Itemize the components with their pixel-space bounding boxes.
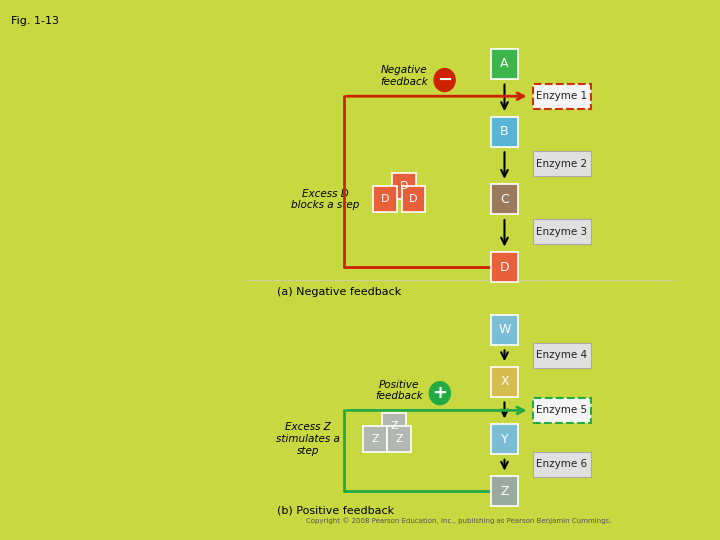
FancyBboxPatch shape bbox=[392, 173, 416, 199]
FancyBboxPatch shape bbox=[533, 151, 591, 177]
FancyBboxPatch shape bbox=[490, 476, 518, 507]
Text: Negative
feedback: Negative feedback bbox=[380, 65, 428, 87]
Text: Enzyme 5: Enzyme 5 bbox=[536, 406, 588, 415]
Text: Enzyme 1: Enzyme 1 bbox=[536, 91, 588, 101]
Text: D: D bbox=[500, 261, 509, 274]
Text: C: C bbox=[500, 193, 509, 206]
Text: Enzyme 6: Enzyme 6 bbox=[536, 459, 588, 469]
Text: Excess D
blocks a step: Excess D blocks a step bbox=[291, 188, 359, 210]
FancyBboxPatch shape bbox=[490, 117, 518, 147]
Text: Copyright © 2008 Pearson Education, Inc., publishing as Pearson Benjamin Cumming: Copyright © 2008 Pearson Education, Inc.… bbox=[306, 517, 612, 524]
Text: Enzyme 2: Enzyme 2 bbox=[536, 159, 588, 169]
Circle shape bbox=[434, 69, 455, 91]
Text: Y: Y bbox=[500, 433, 508, 446]
Text: Excess Z
stimulates a
step: Excess Z stimulates a step bbox=[276, 422, 340, 456]
FancyBboxPatch shape bbox=[533, 343, 591, 368]
Text: Enzyme 4: Enzyme 4 bbox=[536, 350, 588, 360]
Text: X: X bbox=[500, 375, 509, 388]
FancyBboxPatch shape bbox=[364, 426, 387, 452]
FancyBboxPatch shape bbox=[402, 186, 426, 212]
Text: (b) Positive feedback: (b) Positive feedback bbox=[277, 505, 394, 516]
Text: Z: Z bbox=[500, 485, 509, 498]
FancyBboxPatch shape bbox=[490, 184, 518, 214]
FancyBboxPatch shape bbox=[533, 219, 591, 244]
Text: −: − bbox=[437, 71, 452, 89]
Text: D: D bbox=[400, 181, 408, 191]
FancyBboxPatch shape bbox=[387, 426, 411, 452]
FancyBboxPatch shape bbox=[490, 252, 518, 282]
Text: Z: Z bbox=[390, 421, 398, 431]
Circle shape bbox=[429, 382, 451, 404]
FancyBboxPatch shape bbox=[373, 186, 397, 212]
Text: W: W bbox=[498, 323, 510, 336]
Text: B: B bbox=[500, 125, 509, 138]
Text: A: A bbox=[500, 57, 509, 70]
Text: Z: Z bbox=[372, 434, 379, 444]
Text: +: + bbox=[432, 384, 447, 402]
Text: D: D bbox=[381, 194, 389, 204]
Text: (a) Negative feedback: (a) Negative feedback bbox=[277, 287, 401, 297]
Text: Enzyme 3: Enzyme 3 bbox=[536, 227, 588, 237]
FancyBboxPatch shape bbox=[490, 314, 518, 345]
Text: Z: Z bbox=[395, 434, 403, 444]
FancyBboxPatch shape bbox=[382, 413, 406, 439]
Text: Positive
feedback: Positive feedback bbox=[375, 380, 423, 401]
FancyBboxPatch shape bbox=[533, 84, 591, 109]
FancyBboxPatch shape bbox=[490, 49, 518, 79]
Text: D: D bbox=[409, 194, 418, 204]
FancyBboxPatch shape bbox=[533, 398, 591, 423]
FancyBboxPatch shape bbox=[490, 424, 518, 454]
FancyBboxPatch shape bbox=[490, 367, 518, 397]
Text: Fig. 1-13: Fig. 1-13 bbox=[11, 16, 59, 26]
FancyBboxPatch shape bbox=[533, 451, 591, 477]
